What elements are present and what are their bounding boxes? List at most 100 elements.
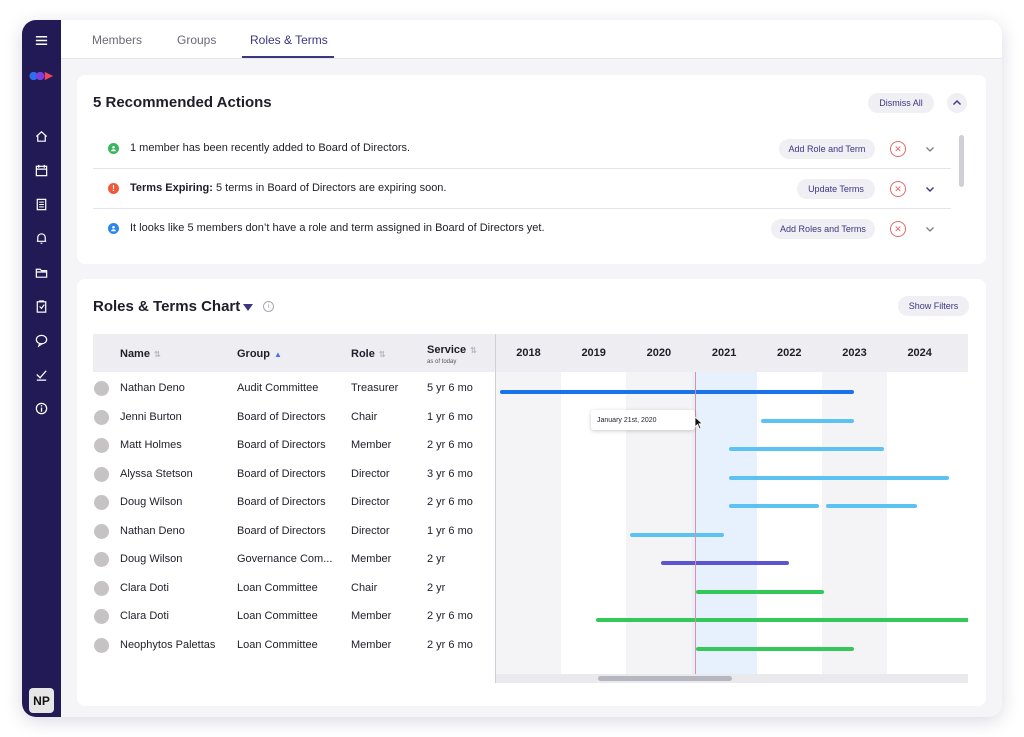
table-row[interactable]: Neophytos Palettas Loan Committee Member 2 … xyxy=(93,633,495,661)
column-header-service[interactable]: Service ⇅ xyxy=(427,344,477,356)
term-bar[interactable] xyxy=(729,504,819,508)
mouse-cursor-icon xyxy=(694,416,704,430)
column-header-role[interactable]: Role ⇅ xyxy=(351,348,386,360)
cell-service: 2 yr 6 mo xyxy=(427,496,473,508)
add-role-and-term-button[interactable]: Add Role and Term xyxy=(779,139,875,159)
hamburger-menu-icon[interactable] xyxy=(22,28,61,52)
folder-icon[interactable] xyxy=(22,260,61,284)
year-column xyxy=(561,334,627,683)
table-row[interactable]: Nathan Deno Audit Committee Treasurer 5 yr … xyxy=(93,376,495,404)
table-row[interactable]: Nathan Deno Board of Directors Director 1 y… xyxy=(93,519,495,547)
date-tooltip: January 21st, 2020 xyxy=(591,410,695,430)
action-text: Terms Expiring: 5 terms in Board of Dire… xyxy=(130,182,447,194)
service-subtitle: as of today xyxy=(427,359,457,365)
roles-terms-chart-card: Roles & Terms Chart i Show Filters Name ⇅… xyxy=(77,279,986,706)
chat-icon[interactable] xyxy=(22,328,61,352)
term-bar[interactable] xyxy=(500,390,854,394)
cell-service: 1 yr 6 mo xyxy=(427,410,473,423)
actions-title: 5 Recommended Actions xyxy=(93,94,272,111)
timeline-header: 2018 2019 2020 2021 2022 2023 2024 xyxy=(496,334,968,372)
cell-role: Director xyxy=(351,496,390,508)
tab-groups[interactable]: Groups xyxy=(177,33,217,47)
member-avatar xyxy=(94,637,109,653)
show-filters-button[interactable]: Show Filters xyxy=(898,296,969,316)
dismiss-action-icon[interactable]: ✕ xyxy=(890,221,906,237)
cell-role: Chair xyxy=(351,410,378,423)
cell-role: Director xyxy=(351,467,390,480)
member-avatar xyxy=(94,523,109,539)
cell-service: 2 yr xyxy=(427,581,446,594)
sort-icon: ⇅ xyxy=(470,346,477,355)
clipboard-icon[interactable] xyxy=(22,294,61,318)
calendar-icon[interactable] xyxy=(22,158,61,182)
year-column xyxy=(691,334,757,683)
collapse-button[interactable] xyxy=(947,93,967,113)
tab-roles-terms[interactable]: Roles & Terms xyxy=(250,33,328,47)
user-avatar[interactable]: NP xyxy=(29,688,54,713)
chevron-down-icon[interactable] xyxy=(924,223,936,235)
year-column xyxy=(626,334,692,683)
term-bar[interactable] xyxy=(826,504,917,508)
table-row[interactable]: Clara Doti Loan Committee Member 2 yr 6 mo xyxy=(93,604,495,632)
scrollbar-thumb[interactable] xyxy=(598,676,732,681)
cell-name: Doug Wilson xyxy=(120,553,183,565)
column-header-group[interactable]: Group ▲ xyxy=(237,348,282,360)
table-row[interactable]: Alyssa Stetson Board of Directors Director… xyxy=(93,462,495,490)
cell-group: Board of Directors xyxy=(237,524,326,537)
table-header: Name ⇅ Group ▲ Role ⇅ Service ⇅ as of today xyxy=(93,334,495,372)
caret-down-icon[interactable] xyxy=(242,303,254,313)
info-icon[interactable] xyxy=(22,396,61,420)
cell-service: 2 yr 6 mo xyxy=(427,610,473,622)
action-row-3: It looks like 5 members don’t have a rol… xyxy=(93,209,951,249)
cell-group: Board of Directors xyxy=(237,410,326,423)
tab-members[interactable]: Members xyxy=(92,33,143,47)
chart-title: Roles & Terms Chart xyxy=(93,298,241,315)
cell-group: Loan Committee xyxy=(237,610,318,622)
action-text: 1 member has been recently added to Boar… xyxy=(130,142,411,154)
chevron-up-icon xyxy=(953,100,961,105)
home-icon[interactable] xyxy=(22,124,61,148)
term-bar[interactable] xyxy=(761,418,854,423)
member-avatar xyxy=(94,552,109,567)
add-roles-and-terms-button[interactable]: Add Roles and Terms xyxy=(771,219,875,239)
table-row[interactable]: Doug Wilson Governance Com... Member 2 yr xyxy=(93,547,495,575)
person-added-icon xyxy=(108,143,119,154)
year-column xyxy=(887,334,953,683)
cell-role: Treasurer xyxy=(351,382,399,394)
term-bar[interactable] xyxy=(596,618,968,622)
cell-role: Director xyxy=(351,524,390,537)
table-row[interactable]: Jenni Burton Board of Directors Chair 1 yr … xyxy=(93,405,495,433)
update-terms-button[interactable]: Update Terms xyxy=(797,179,875,199)
chevron-down-icon[interactable] xyxy=(924,183,936,195)
table-row[interactable]: Doug Wilson Board of Directors Director 2 y… xyxy=(93,490,495,518)
warning-icon: ! xyxy=(108,183,119,194)
cell-name: Clara Doti xyxy=(120,610,169,622)
dismiss-action-icon[interactable]: ✕ xyxy=(890,141,906,157)
column-header-name[interactable]: Name ⇅ xyxy=(120,348,161,360)
actions-scrollbar[interactable] xyxy=(959,135,964,187)
action-text: It looks like 5 members don’t have a rol… xyxy=(130,222,545,234)
term-bar[interactable] xyxy=(630,532,724,537)
action-row-1: 1 member has been recently added to Boar… xyxy=(93,129,951,169)
sort-ascending-icon: ▲ xyxy=(274,350,282,359)
checkmark-icon[interactable] xyxy=(22,362,61,386)
dismiss-all-button[interactable]: Dismiss All xyxy=(868,93,934,113)
table-row[interactable]: Matt Holmes Board of Directors Member 2 yr … xyxy=(93,433,495,461)
timeline-horizontal-scrollbar[interactable] xyxy=(496,674,968,683)
term-bar[interactable] xyxy=(729,447,884,451)
dismiss-action-icon[interactable]: ✕ xyxy=(890,181,906,197)
chevron-down-icon[interactable] xyxy=(924,143,936,155)
info-icon[interactable]: i xyxy=(263,301,274,312)
term-bar[interactable] xyxy=(696,646,854,651)
member-avatar xyxy=(94,466,109,482)
document-icon[interactable] xyxy=(22,192,61,216)
cell-name: Matt Holmes xyxy=(120,439,182,451)
term-bar[interactable] xyxy=(729,475,949,480)
table-row[interactable]: Clara Doti Loan Committee Chair 2 yr xyxy=(93,576,495,604)
year-label: 2020 xyxy=(646,347,672,359)
year-column xyxy=(496,334,562,683)
term-bar[interactable] xyxy=(696,589,824,594)
bell-icon[interactable] xyxy=(22,226,61,250)
cell-group: Governance Com... xyxy=(237,553,333,565)
term-bar[interactable] xyxy=(661,561,789,565)
